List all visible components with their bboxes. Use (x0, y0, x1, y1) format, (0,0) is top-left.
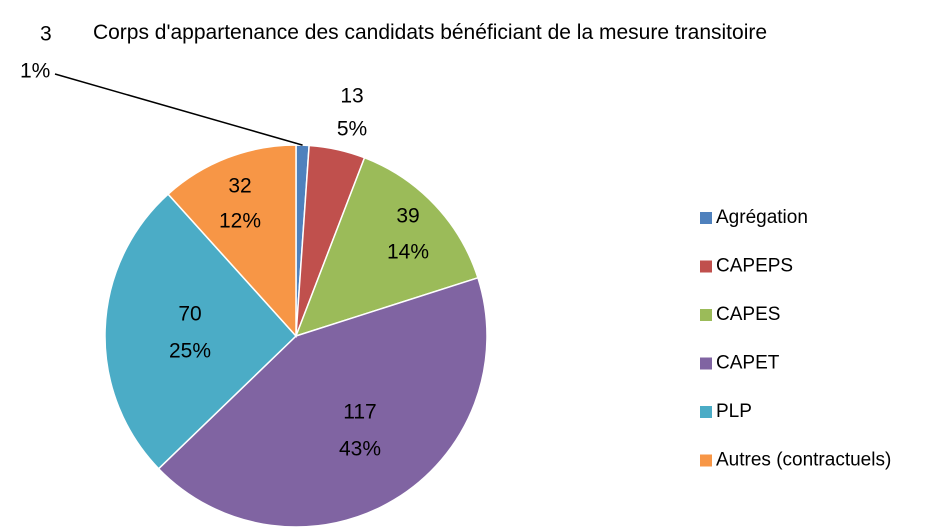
legend-label: CAPEPS (716, 256, 793, 277)
data-label: 3 (40, 23, 52, 46)
legend-label: PLP (716, 401, 752, 422)
legend-swatch (700, 260, 712, 273)
pie-slice (104, 193, 298, 470)
percent-label: 12% (219, 210, 261, 233)
pie-slice (294, 156, 479, 338)
legend-swatch (700, 454, 712, 467)
percent-label: 43% (339, 438, 381, 461)
data-label: 13 (340, 85, 363, 108)
legend-swatch (700, 309, 712, 321)
data-label: 70 (178, 303, 201, 326)
data-label: 32 (228, 175, 251, 198)
data-label: 39 (396, 205, 419, 228)
leader-line (54, 73, 303, 146)
pie-slice (157, 276, 488, 527)
percent-label: 1% (20, 60, 50, 83)
legend-label: Autres (contractuels) (716, 450, 891, 471)
percent-label: 5% (337, 118, 367, 141)
percent-label: 25% (169, 340, 211, 363)
legend-swatch (700, 357, 712, 370)
legend-label: Agrégation (716, 207, 808, 228)
legend-swatch (700, 406, 712, 418)
legend-label: CAPES (716, 304, 780, 325)
legend-swatch (700, 212, 712, 224)
data-label: 117 (343, 401, 376, 424)
pie-slice (167, 144, 297, 338)
chart-title: Corps d'appartenance des candidats bénéf… (92, 21, 768, 44)
percent-label: 14% (387, 241, 429, 264)
legend-label: CAPET (716, 353, 780, 374)
